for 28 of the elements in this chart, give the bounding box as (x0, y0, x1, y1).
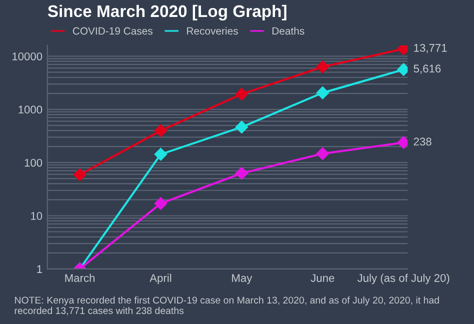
data-label: 238 (414, 138, 432, 146)
y-tick-label: 100 (24, 158, 42, 167)
text: NOTE: Kenya recorded the first COVID-19 case on March 13, 2020, and as of July 20, 2020, it had recorded 13,771 cases with 238 deaths (14, 296, 439, 316)
point (73, 168, 86, 182)
y-tick-label: 10 (31, 212, 42, 220)
x-tick-label: June (310, 274, 334, 282)
point (154, 148, 168, 161)
data-label: 5,616 (414, 64, 441, 74)
data-label: 13,771 (414, 44, 447, 54)
point (154, 124, 168, 138)
y-tick-label: 1000 (18, 106, 42, 114)
point (154, 197, 168, 210)
x-tick-label: July (as of July 20) (357, 274, 450, 284)
point (235, 166, 248, 180)
point (316, 60, 330, 74)
y-tick-label: 1 (37, 265, 42, 273)
y-tick-label: 10000 (12, 52, 42, 60)
x-tick-label: March (65, 274, 94, 282)
legend-label: Recoveries (187, 27, 238, 35)
x-tick-label: April (150, 274, 172, 284)
legend-label: COVID-19 Cases (72, 27, 152, 35)
point (235, 120, 248, 134)
point (316, 86, 330, 100)
chart-title: Since March 2020 [Log Graph] (48, 4, 286, 20)
point (316, 147, 330, 160)
x-tick-label: May (232, 274, 252, 284)
legend-label: Deaths (272, 27, 304, 35)
point (235, 88, 248, 100)
